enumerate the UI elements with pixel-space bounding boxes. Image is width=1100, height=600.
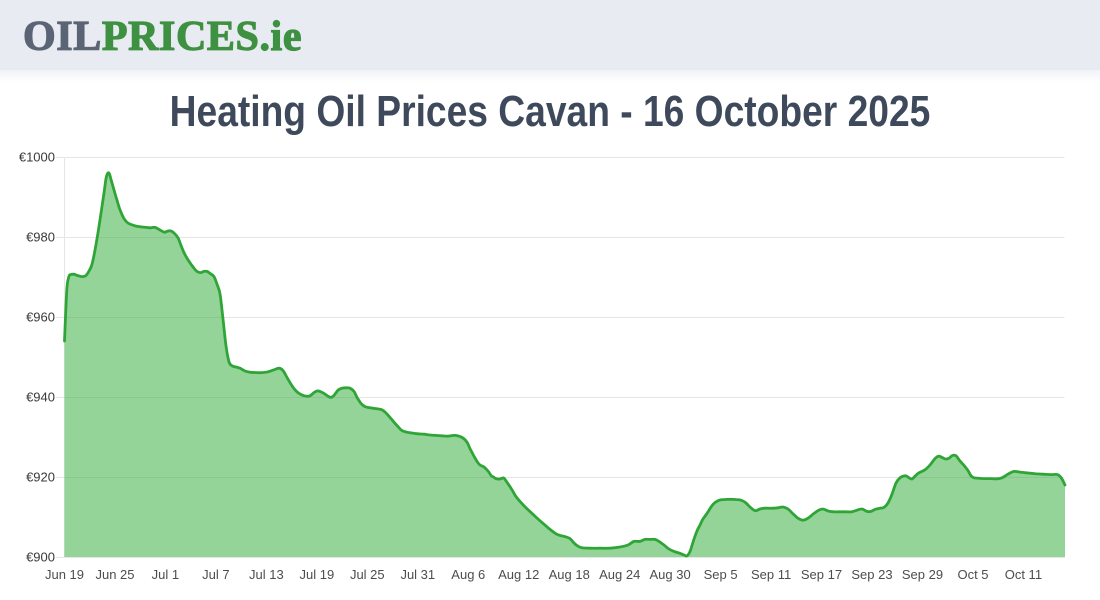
svg-text:Aug 18: Aug 18 [549, 567, 590, 582]
svg-text:Jul 13: Jul 13 [249, 567, 284, 582]
svg-text:Jul 1: Jul 1 [152, 567, 179, 582]
svg-text:Sep 5: Sep 5 [704, 567, 738, 582]
svg-text:Jun 19: Jun 19 [45, 567, 84, 582]
svg-text:Jul 25: Jul 25 [350, 567, 385, 582]
svg-text:Aug 6: Aug 6 [451, 567, 485, 582]
svg-text:Aug 24: Aug 24 [599, 567, 640, 582]
svg-text:Oct 5: Oct 5 [957, 567, 988, 582]
svg-text:€980: €980 [26, 230, 55, 245]
svg-text:€960: €960 [26, 310, 55, 325]
svg-text:Aug 30: Aug 30 [649, 567, 690, 582]
svg-text:€920: €920 [26, 470, 55, 485]
svg-text:Jun 25: Jun 25 [95, 567, 134, 582]
svg-text:Sep 23: Sep 23 [851, 567, 892, 582]
svg-text:Aug 12: Aug 12 [498, 567, 539, 582]
svg-text:Sep 17: Sep 17 [801, 567, 842, 582]
svg-text:€1000: €1000 [19, 150, 55, 165]
svg-text:Jul 7: Jul 7 [202, 567, 229, 582]
svg-text:Jul 31: Jul 31 [400, 567, 435, 582]
svg-text:€900: €900 [26, 550, 55, 565]
svg-text:Sep 11: Sep 11 [751, 567, 791, 582]
svg-text:Oct 11: Oct 11 [1005, 567, 1042, 582]
svg-text:€940: €940 [26, 390, 55, 405]
svg-text:Jul 19: Jul 19 [300, 567, 335, 582]
svg-text:Sep 29: Sep 29 [902, 567, 943, 582]
